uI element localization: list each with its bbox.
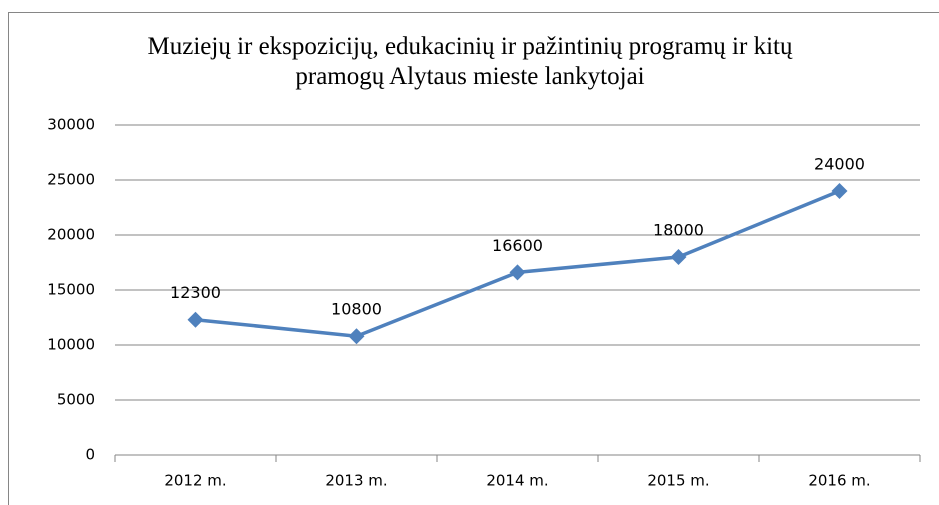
chart-border — [8, 12, 939, 505]
data-label: 16600 — [492, 236, 543, 255]
y-tick-label: 10000 — [47, 336, 95, 354]
x-tick-label: 2013 m. — [325, 472, 387, 490]
chart-title: Muziejų ir ekspozicijų, edukacinių ir pa… — [147, 33, 793, 90]
data-label: 12300 — [170, 283, 221, 302]
y-tick-label: 20000 — [47, 226, 95, 244]
marker — [187, 311, 204, 328]
x-tick-label: 2014 m. — [486, 472, 548, 490]
marker — [670, 249, 687, 265]
x-tick-label: 2015 m. — [647, 472, 709, 490]
y-tick-label: 5000 — [57, 391, 95, 409]
x-tick-label: 2012 m. — [164, 472, 226, 490]
marker — [509, 264, 526, 281]
y-tick-label: 15000 — [47, 281, 95, 299]
marker — [831, 183, 848, 199]
data-line — [195, 189, 841, 338]
y-tick-label: 0 — [85, 446, 95, 464]
data-label: 10800 — [331, 300, 382, 319]
data-label: 18000 — [653, 221, 704, 240]
data-label: 24000 — [814, 155, 865, 174]
marker — [348, 328, 365, 345]
y-tick-label: 30000 — [47, 116, 95, 134]
y-tick-label: 25000 — [47, 171, 95, 189]
x-tick-label: 2016 m. — [808, 472, 870, 490]
